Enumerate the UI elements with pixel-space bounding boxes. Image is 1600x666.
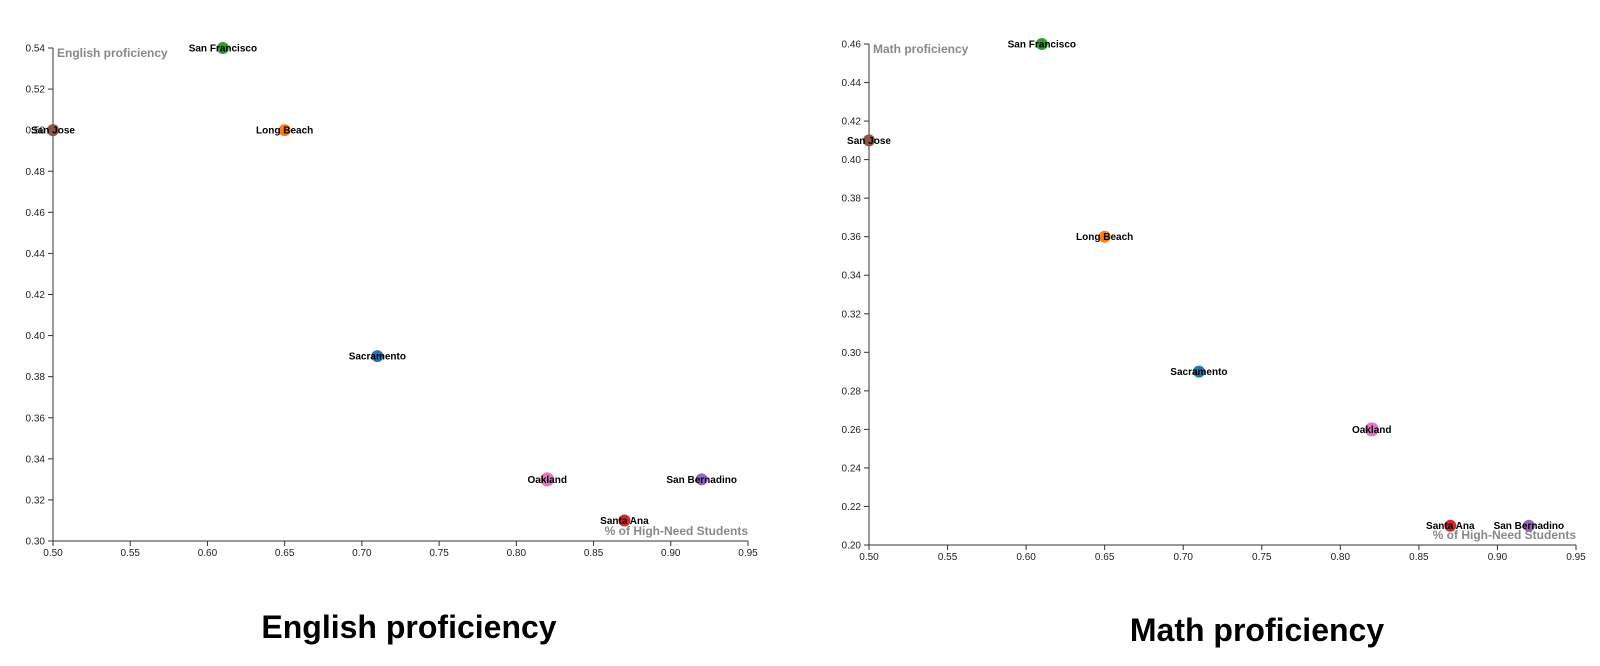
data-point[interactable] — [1364, 422, 1379, 437]
data-point[interactable] — [371, 350, 384, 363]
data-point-label: Sacramento — [1170, 367, 1227, 378]
x-tick-label: 0.60 — [1016, 552, 1036, 563]
data-point[interactable] — [1444, 519, 1457, 532]
data-point[interactable] — [540, 472, 555, 487]
data-point-label: San Francisco — [1008, 40, 1076, 51]
y-tick-label: 0.32 — [26, 495, 46, 506]
x-tick-label: 0.75 — [1252, 552, 1272, 563]
x-tick-label: 0.65 — [275, 548, 295, 559]
data-point[interactable] — [618, 514, 631, 527]
y-tick-label: 0.26 — [842, 425, 862, 436]
data-point-label: San Bernadino — [666, 475, 737, 486]
y-tick-label: 0.38 — [26, 372, 46, 383]
x-axis-label: % of High-Need Students — [1433, 528, 1577, 542]
y-tick-label: 0.46 — [842, 40, 862, 51]
data-point-label: San Jose — [31, 126, 75, 137]
y-tick-label: 0.44 — [842, 78, 862, 89]
data-point[interactable] — [216, 42, 229, 54]
y-axis-label: English proficiency — [57, 46, 168, 60]
y-tick-label: 0.44 — [26, 249, 46, 260]
x-tick-label: 0.70 — [1173, 552, 1193, 563]
data-point-label: San Bernadino — [1494, 521, 1565, 532]
data-point-label: Long Beach — [256, 126, 313, 137]
data-point[interactable] — [863, 134, 875, 147]
y-tick-label: 0.36 — [26, 413, 46, 424]
data-point-label: San Francisco — [189, 44, 257, 55]
x-axis-label: % of High-Need Students — [605, 524, 749, 538]
data-point-label: Oakland — [1352, 425, 1391, 436]
english-proficiency-chart: 0.30 0.32 0.34 0.36 0.38 0.40 0.42 0.44 0.46 0.48… — [26, 42, 758, 645]
data-point[interactable] — [1035, 38, 1048, 50]
data-point-label: Oakland — [527, 475, 566, 486]
y-tick-label: 0.46 — [26, 208, 46, 219]
y-tick-label: 0.48 — [26, 167, 46, 178]
y-tick-label: 0.52 — [26, 85, 46, 96]
math-proficiency-chart: 0.20 0.22 0.24 0.26 0.28 0.30 0.32 0.34 0.36 0.38… — [842, 38, 1586, 648]
data-point[interactable] — [278, 124, 291, 137]
y-tick-label: 0.32 — [842, 309, 862, 320]
data-point-label: Santa Ana — [1426, 521, 1475, 532]
x-tick-label: 0.70 — [352, 548, 372, 559]
x-tick-label: 0.65 — [1095, 552, 1115, 563]
x-tick-label: 0.85 — [1409, 552, 1429, 563]
data-point[interactable] — [1522, 519, 1535, 532]
x-tick-label: 0.80 — [507, 548, 527, 559]
x-tick-label: 0.60 — [198, 548, 218, 559]
chart-title: Math proficiency — [1130, 612, 1384, 648]
y-tick-label: 0.42 — [26, 290, 46, 301]
x-tick-label: 0.90 — [1488, 552, 1508, 563]
data-point-label: Santa Ana — [600, 516, 649, 527]
y-tick-label: 0.40 — [26, 331, 46, 342]
y-tick-label: 0.20 — [842, 541, 862, 552]
y-tick-label: 0.30 — [842, 348, 862, 359]
data-point[interactable] — [695, 473, 708, 486]
y-tick-label: 0.24 — [842, 463, 862, 474]
x-tick-label: 0.80 — [1331, 552, 1351, 563]
x-tick-label: 0.95 — [1566, 552, 1586, 563]
x-tick-label: 0.55 — [938, 552, 958, 563]
x-tick-label: 0.50 — [43, 548, 63, 559]
x-tick-label: 0.55 — [120, 548, 140, 559]
chart-title: English proficiency — [261, 609, 556, 645]
data-point-label: Sacramento — [349, 352, 406, 363]
y-tick-label: 0.54 — [26, 44, 46, 55]
y-tick-label: 0.30 — [26, 537, 46, 548]
y-tick-label: 0.34 — [842, 271, 862, 282]
y-axis-label: Math proficiency — [873, 42, 969, 56]
data-point-label: Long Beach — [1076, 232, 1133, 243]
y-tick-label: 0.50 — [26, 126, 46, 137]
x-tick-label: 0.95 — [738, 548, 758, 559]
data-point[interactable] — [1192, 365, 1205, 378]
y-tick-label: 0.40 — [842, 155, 862, 166]
y-tick-label: 0.38 — [842, 194, 862, 205]
data-point[interactable] — [47, 124, 59, 137]
x-tick-label: 0.75 — [429, 548, 449, 559]
data-point[interactable] — [1098, 230, 1111, 243]
y-tick-label: 0.42 — [842, 117, 862, 128]
y-tick-label: 0.34 — [26, 454, 46, 465]
data-point-label: San Jose — [847, 136, 891, 147]
y-tick-label: 0.28 — [842, 386, 862, 397]
y-tick-label: 0.36 — [842, 232, 862, 243]
x-tick-label: 0.50 — [859, 552, 879, 563]
x-tick-label: 0.85 — [584, 548, 604, 559]
y-tick-label: 0.22 — [842, 502, 862, 513]
x-tick-label: 0.90 — [661, 548, 681, 559]
